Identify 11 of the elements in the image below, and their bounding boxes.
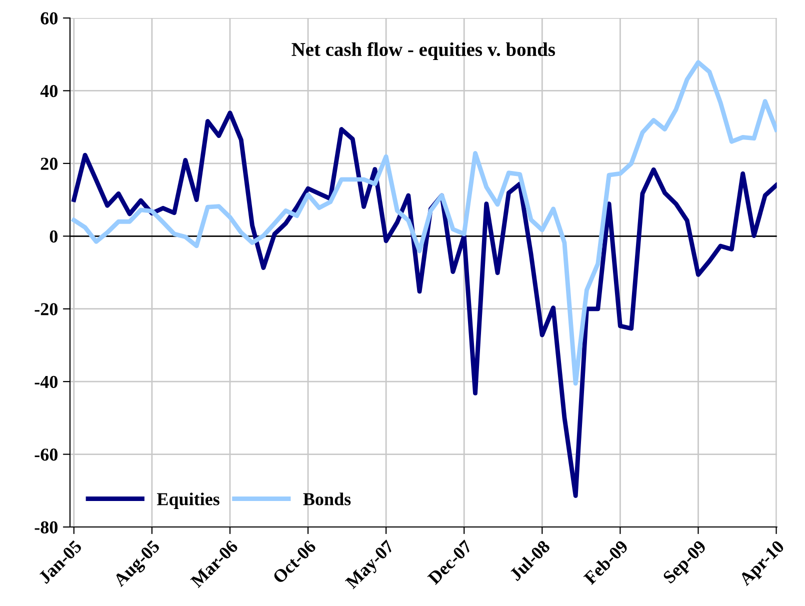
y-tick-label: 0 [50,230,58,243]
y-tick-label: -60 [34,448,58,461]
y-tick-label: 20 [40,158,58,170]
y-tick-label: 60 [40,12,58,24]
legend-label: Equities [156,492,220,509]
legend-label: Bonds [303,492,351,506]
y-tick-label: -40 [34,376,58,388]
text: Net cash flow - equities v. bonds [292,42,556,60]
y-tick-label: -80 [34,521,58,534]
y-tick-label: 40 [40,84,58,98]
y-tick-label: -20 [34,303,58,316]
